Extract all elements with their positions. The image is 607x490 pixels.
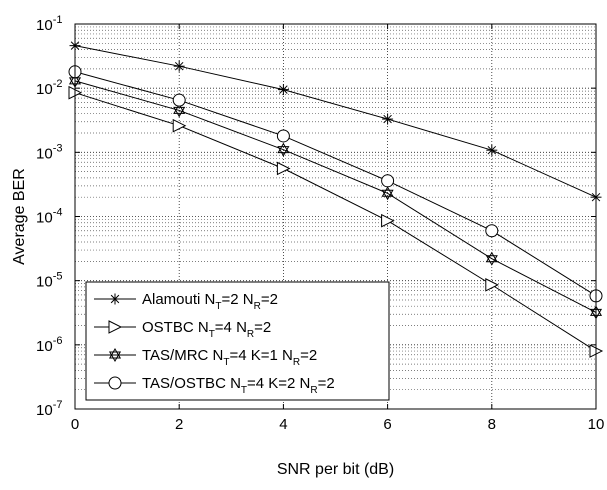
y-tick-label: 10-3 xyxy=(36,142,62,162)
legend-marker xyxy=(108,320,123,334)
legend: Alamouti NT=2 NR=2 OSTBC NT=4 NR=2 TAS/MRC… xyxy=(85,281,390,401)
legend-entry: TAS/MRC NT=4 K=1 NR=2 xyxy=(94,347,317,368)
legend-box xyxy=(85,281,390,401)
data-point xyxy=(173,60,185,72)
legend-entry: Alamouti NT=2 NR=2 xyxy=(94,291,278,312)
x-tick-label: 8 xyxy=(488,416,496,433)
x-tick-label: 0 xyxy=(71,416,79,433)
series-line xyxy=(74,71,597,297)
data-point xyxy=(276,129,290,143)
x-tick-label: 4 xyxy=(279,416,287,433)
x-tick-label: 10 xyxy=(588,416,605,433)
legend-label: TAS/MRC NT=4 K=1 NR=2 xyxy=(142,347,317,368)
x-tick-label: 2 xyxy=(175,416,183,433)
data-point xyxy=(485,251,498,266)
data-point xyxy=(172,118,187,133)
y-tick-label: 10-4 xyxy=(36,207,62,227)
y-tick-label: 10-7 xyxy=(36,399,62,419)
legend-label: TAS/OSTBC NT=4 K=2 NR=2 xyxy=(142,375,335,396)
legend-entry: TAS/OSTBC NT=4 K=2 NR=2 xyxy=(94,375,335,396)
y-tick-label: 10-6 xyxy=(36,335,62,355)
data-point xyxy=(277,142,290,157)
y-tick-label: 10-5 xyxy=(36,271,62,291)
legend-marker xyxy=(109,293,121,305)
legend-label: OSTBC NT=4 NR=2 xyxy=(142,319,271,340)
data-point xyxy=(172,93,186,107)
data-point xyxy=(381,213,395,228)
series-alamouti xyxy=(69,40,602,203)
data-point xyxy=(486,144,498,156)
data-point xyxy=(381,186,394,201)
y-tick-label: 10-1 xyxy=(36,14,62,34)
series-line xyxy=(74,80,597,313)
series-line xyxy=(74,45,597,198)
data-point xyxy=(382,113,394,125)
x-tick-label: 6 xyxy=(383,416,391,433)
data-point xyxy=(381,174,395,188)
series-line xyxy=(74,92,597,352)
data-point xyxy=(277,84,289,96)
data-point xyxy=(485,278,499,292)
data-point xyxy=(173,103,186,118)
y-tick-label: 10-2 xyxy=(36,78,62,98)
data-point xyxy=(276,161,291,176)
legend-marker xyxy=(108,376,122,390)
legend-label: Alamouti NT=2 NR=2 xyxy=(142,291,278,312)
x-axis-label: SNR per bit (dB) xyxy=(277,461,394,478)
legend-entry: OSTBC NT=4 NR=2 xyxy=(94,319,271,340)
data-point xyxy=(485,224,499,238)
y-axis-label: Average BER xyxy=(11,168,28,265)
ticks: 0 2 4 6 8 10 10-7 10-6 10-5 10-4 10-3 10-2 10-1 xyxy=(36,14,604,433)
legend-marker xyxy=(108,347,122,363)
